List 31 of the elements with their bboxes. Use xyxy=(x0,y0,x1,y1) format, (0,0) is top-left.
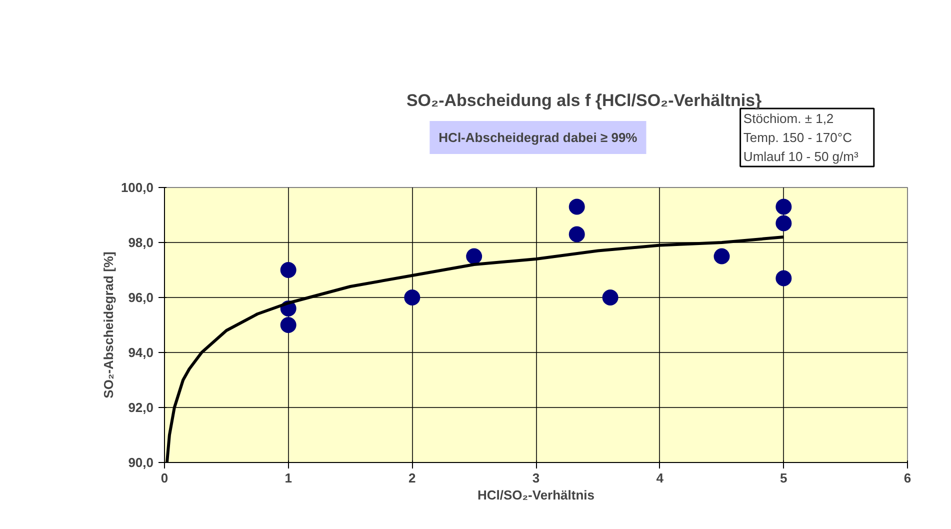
x-tick-label: 0 xyxy=(160,470,168,486)
point xyxy=(776,198,792,215)
text: Umlauf 10 - 50 g/m³ xyxy=(743,149,859,164)
y-tick-label: 100,0 xyxy=(120,180,154,195)
point xyxy=(404,290,420,306)
y-tick-label: 98,0 xyxy=(128,235,154,250)
point xyxy=(466,248,482,264)
x-tick-label: 3 xyxy=(532,470,540,486)
y-tick-label: 96,0 xyxy=(128,290,154,305)
point xyxy=(280,317,296,333)
point xyxy=(568,198,585,215)
x-tick-label: 2 xyxy=(408,470,416,486)
point xyxy=(776,270,792,286)
y-axis-title: SO₂-Abscheidegrad [%] xyxy=(100,252,116,398)
y-tick-label: 94,0 xyxy=(128,345,154,360)
text: Stöchiom. ± 1,2 xyxy=(743,111,834,126)
y-tick-label: 90,0 xyxy=(128,455,154,470)
point xyxy=(776,215,792,232)
point xyxy=(568,226,585,242)
text: Temp. 150 - 170°C xyxy=(743,130,852,145)
y-tick-label: 92,0 xyxy=(128,400,154,415)
text: HCl-Abscheidegrad dabei ≥ 99% xyxy=(438,130,638,145)
x-tick-label: 5 xyxy=(780,470,788,486)
x-axis-title: HCl/SO₂-Verhältnis xyxy=(477,488,595,502)
point xyxy=(280,262,296,278)
x-tick-label: 4 xyxy=(656,470,664,486)
x-tick-label: 1 xyxy=(284,470,292,486)
point xyxy=(714,248,730,264)
x-tick-label: 6 xyxy=(904,470,912,486)
chart-title: SO₂-Abscheidung als f {HCl/SO₂-Verhältnis} xyxy=(406,91,762,110)
point xyxy=(602,290,618,306)
